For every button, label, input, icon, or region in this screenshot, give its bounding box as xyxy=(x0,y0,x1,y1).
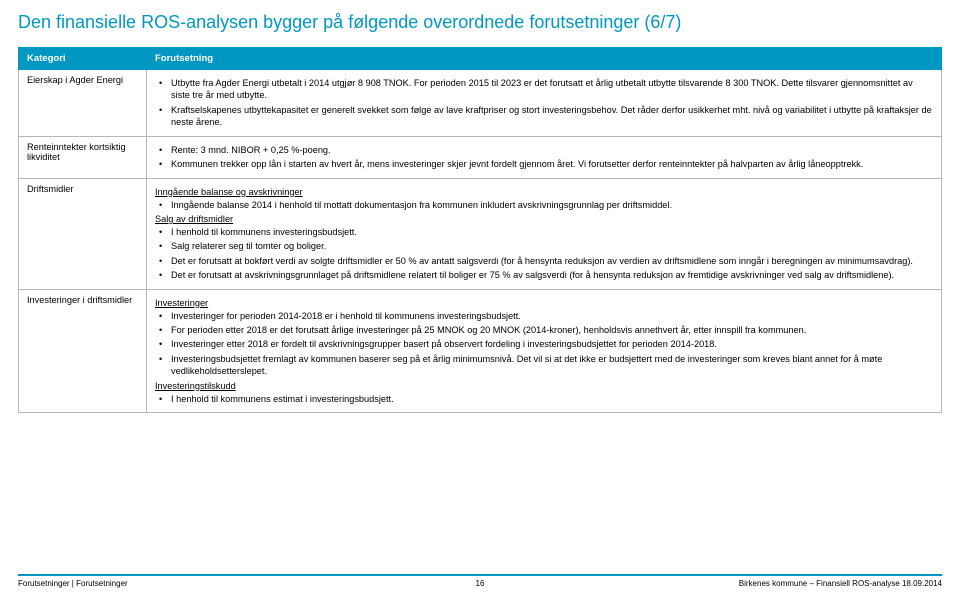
bullet: Det er forutsatt at avskrivningsgrunnlag… xyxy=(159,269,933,281)
table-row: Eierskap i Agder Energi Utbytte fra Agde… xyxy=(19,70,942,137)
col-header-category: Kategori xyxy=(19,48,147,70)
table-row: Renteinntekter kortsiktig likviditet Ren… xyxy=(19,136,942,178)
bullet: I henhold til kommunens investeringsbuds… xyxy=(159,226,933,238)
bullet: Utbytte fra Agder Energi utbetalt i 2014… xyxy=(159,77,933,102)
category-cell: Eierskap i Agder Energi xyxy=(19,70,147,137)
section-heading: Investeringstilskudd xyxy=(155,381,933,391)
category-cell: Investeringer i driftsmidler xyxy=(19,289,147,413)
footer: Forutsetninger | Forutsetninger 16 Birke… xyxy=(18,574,942,588)
bullet: Salg relaterer seg til tomter og boliger… xyxy=(159,240,933,252)
bullet: Inngående balanse 2014 i henhold til mot… xyxy=(159,199,933,211)
bullet: Det er forutsatt at bokført verdi av sol… xyxy=(159,255,933,267)
section-heading: Investeringer xyxy=(155,298,933,308)
page-title: Den finansielle ROS-analysen bygger på f… xyxy=(0,0,960,47)
section-heading: Inngående balanse og avskrivninger xyxy=(155,187,933,197)
category-cell: Driftsmidler xyxy=(19,178,147,289)
bullet: Rente: 3 mnd. NIBOR + 0,25 %-poeng. xyxy=(159,144,933,156)
footer-right: Birkenes kommune – Finansiell ROS-analys… xyxy=(739,579,942,588)
bullet: I henhold til kommunens estimat i invest… xyxy=(159,393,933,405)
bullet: Investeringer for perioden 2014-2018 er … xyxy=(159,310,933,322)
table-row: Driftsmidler Inngående balanse og avskri… xyxy=(19,178,942,289)
table-row: Investeringer i driftsmidler Investering… xyxy=(19,289,942,413)
bullet: Investeringer etter 2018 er fordelt til … xyxy=(159,338,933,350)
assumptions-table: Kategori Forutsetning Eierskap i Agder E… xyxy=(18,47,942,413)
category-cell: Renteinntekter kortsiktig likviditet xyxy=(19,136,147,178)
content-cell: Rente: 3 mnd. NIBOR + 0,25 %-poeng. Komm… xyxy=(147,136,942,178)
bullet: For perioden etter 2018 er det forutsatt… xyxy=(159,324,933,336)
footer-left: Forutsetninger | Forutsetninger xyxy=(18,579,128,588)
bullet: Kraftselskapenes utbyttekapasitet er gen… xyxy=(159,104,933,129)
bullet: Kommunen trekker opp lån i starten av hv… xyxy=(159,158,933,170)
section-heading: Salg av driftsmidler xyxy=(155,214,933,224)
footer-page-number: 16 xyxy=(476,579,485,588)
content-cell: Utbytte fra Agder Energi utbetalt i 2014… xyxy=(147,70,942,137)
content-cell: Inngående balanse og avskrivninger Inngå… xyxy=(147,178,942,289)
bullet: Investeringsbudsjettet fremlagt av kommu… xyxy=(159,353,933,378)
content-cell: Investeringer Investeringer for perioden… xyxy=(147,289,942,413)
col-header-content: Forutsetning xyxy=(147,48,942,70)
